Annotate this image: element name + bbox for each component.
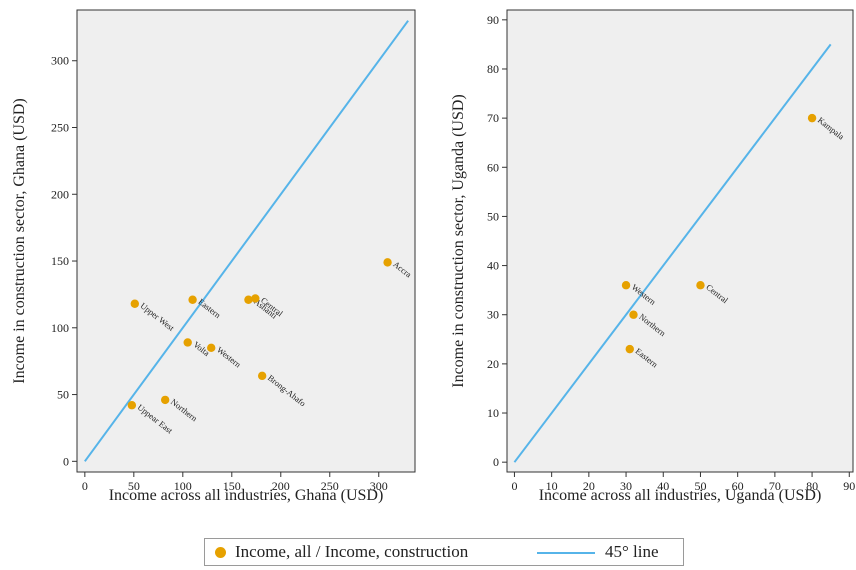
data-point (629, 310, 638, 319)
x-tick-label: 0 (82, 479, 88, 493)
data-point (696, 281, 705, 290)
x-tick-label: 50 (128, 479, 140, 493)
y-tick-label: 50 (487, 209, 499, 223)
data-point (207, 343, 216, 353)
x-tick-label: 30 (620, 479, 632, 493)
y-tick-label: 0 (63, 454, 69, 468)
y-tick-label: 30 (487, 308, 499, 322)
x-tick-label: 150 (223, 479, 241, 493)
data-point (251, 294, 260, 303)
data-point (621, 281, 631, 290)
y-axis-label: Income in construction sector, Uganda (U… (450, 94, 467, 388)
data-point (160, 395, 170, 405)
data-point (625, 344, 634, 354)
y-tick-label: 300 (51, 54, 69, 68)
y-tick-label: 40 (487, 259, 499, 273)
x-axis-label: Income across all industries, Uganda (US… (539, 487, 822, 504)
x-tick-label: 250 (321, 479, 339, 493)
reference-line-45 (84, 20, 409, 462)
y-tick-label: 150 (51, 254, 69, 268)
data-point (244, 295, 253, 304)
data-point (807, 113, 817, 123)
x-tick-label: 200 (272, 479, 290, 493)
y-tick-label: 60 (487, 160, 499, 174)
data-point (183, 338, 192, 347)
data-point (188, 295, 197, 304)
y-tick-label: 20 (487, 357, 499, 371)
legend-line-marker (537, 552, 595, 554)
y-tick-label: 10 (487, 406, 499, 420)
y-tick-label: 200 (51, 187, 69, 201)
legend-line-label: 45° line (605, 542, 659, 561)
legend-point-marker (215, 547, 226, 558)
reference-line-45 (513, 43, 832, 463)
legend-points-label: Income, all / Income, construction (235, 542, 469, 561)
x-tick-label: 10 (546, 479, 558, 493)
x-axis-label: Income across all industries, Ghana (USD… (109, 487, 384, 504)
plot-area-2 (506, 9, 854, 473)
x-tick-label: 20 (583, 479, 595, 493)
data-point (257, 371, 267, 381)
x-tick-label: 0 (511, 479, 517, 493)
x-tick-label: 90 (843, 479, 855, 493)
y-tick-label: 50 (57, 388, 69, 402)
y-tick-label: 250 (51, 121, 69, 135)
legend: Income, all / Income, construction 45° l… (204, 538, 684, 566)
x-tick-label: 50 (694, 479, 706, 493)
x-tick-label: 80 (806, 479, 818, 493)
chart-svg: 0 50 100 150 200 250 300050100150200250300Uppe… (11, 9, 855, 504)
x-tick-label: 40 (657, 479, 669, 493)
y-tick-label: 90 (487, 13, 499, 27)
y-tick-label: 100 (51, 321, 69, 335)
data-point (127, 401, 137, 410)
data-point (130, 299, 140, 308)
y-tick-label: 0 (493, 455, 499, 469)
y-tick-label: 70 (487, 111, 499, 125)
y-tick-label: 80 (487, 62, 499, 76)
x-tick-label: 60 (732, 479, 744, 493)
y-axis-label: Income in construction sector, Ghana (US… (11, 98, 28, 384)
x-tick-label: 300 (370, 479, 388, 493)
x-tick-label: 70 (769, 479, 781, 493)
data-point (383, 258, 392, 267)
x-tick-label: 100 (174, 479, 192, 493)
